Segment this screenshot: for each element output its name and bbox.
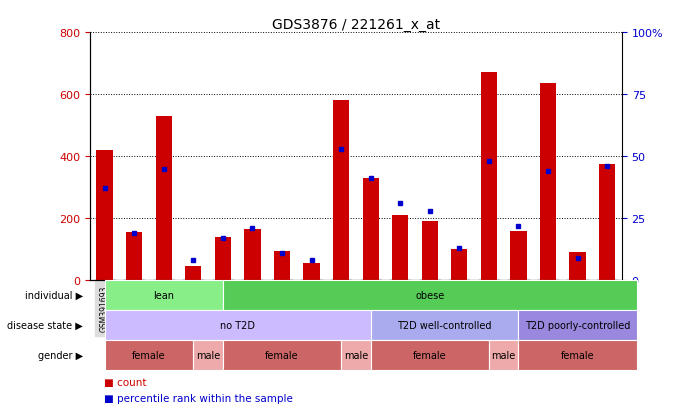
Bar (451, 249, 467, 280)
Bar (363, 178, 379, 280)
Text: ■ percentile rank within the sample: ■ percentile rank within the sample (104, 393, 292, 403)
Bar (274, 251, 290, 280)
Bar (303, 263, 320, 280)
Bar (392, 216, 408, 280)
Text: T2D poorly-controlled: T2D poorly-controlled (525, 320, 630, 330)
Bar (599, 164, 615, 280)
Text: T2D well-controlled: T2D well-controlled (397, 320, 492, 330)
Bar (155, 116, 172, 280)
Bar (245, 229, 261, 280)
Bar (511, 231, 527, 280)
Text: individual ▶: individual ▶ (25, 290, 83, 300)
Text: disease state ▶: disease state ▶ (7, 320, 83, 330)
Text: obese: obese (415, 290, 444, 300)
Bar (215, 237, 231, 280)
Bar (569, 253, 586, 280)
Bar (422, 222, 438, 280)
Text: gender ▶: gender ▶ (38, 350, 83, 360)
Bar (333, 101, 349, 280)
Title: GDS3876 / 221261_x_at: GDS3876 / 221261_x_at (272, 18, 440, 32)
Text: female: female (132, 350, 166, 360)
Bar (185, 266, 201, 280)
Text: male: male (343, 350, 368, 360)
Text: female: female (413, 350, 446, 360)
Bar (97, 151, 113, 280)
Text: female: female (265, 350, 299, 360)
Text: ■ count: ■ count (104, 377, 146, 387)
Text: no T2D: no T2D (220, 320, 255, 330)
Text: female: female (561, 350, 594, 360)
Bar (481, 73, 497, 280)
Bar (126, 233, 142, 280)
Text: male: male (196, 350, 220, 360)
Text: male: male (491, 350, 515, 360)
Text: lean: lean (153, 290, 174, 300)
Bar (540, 84, 556, 280)
